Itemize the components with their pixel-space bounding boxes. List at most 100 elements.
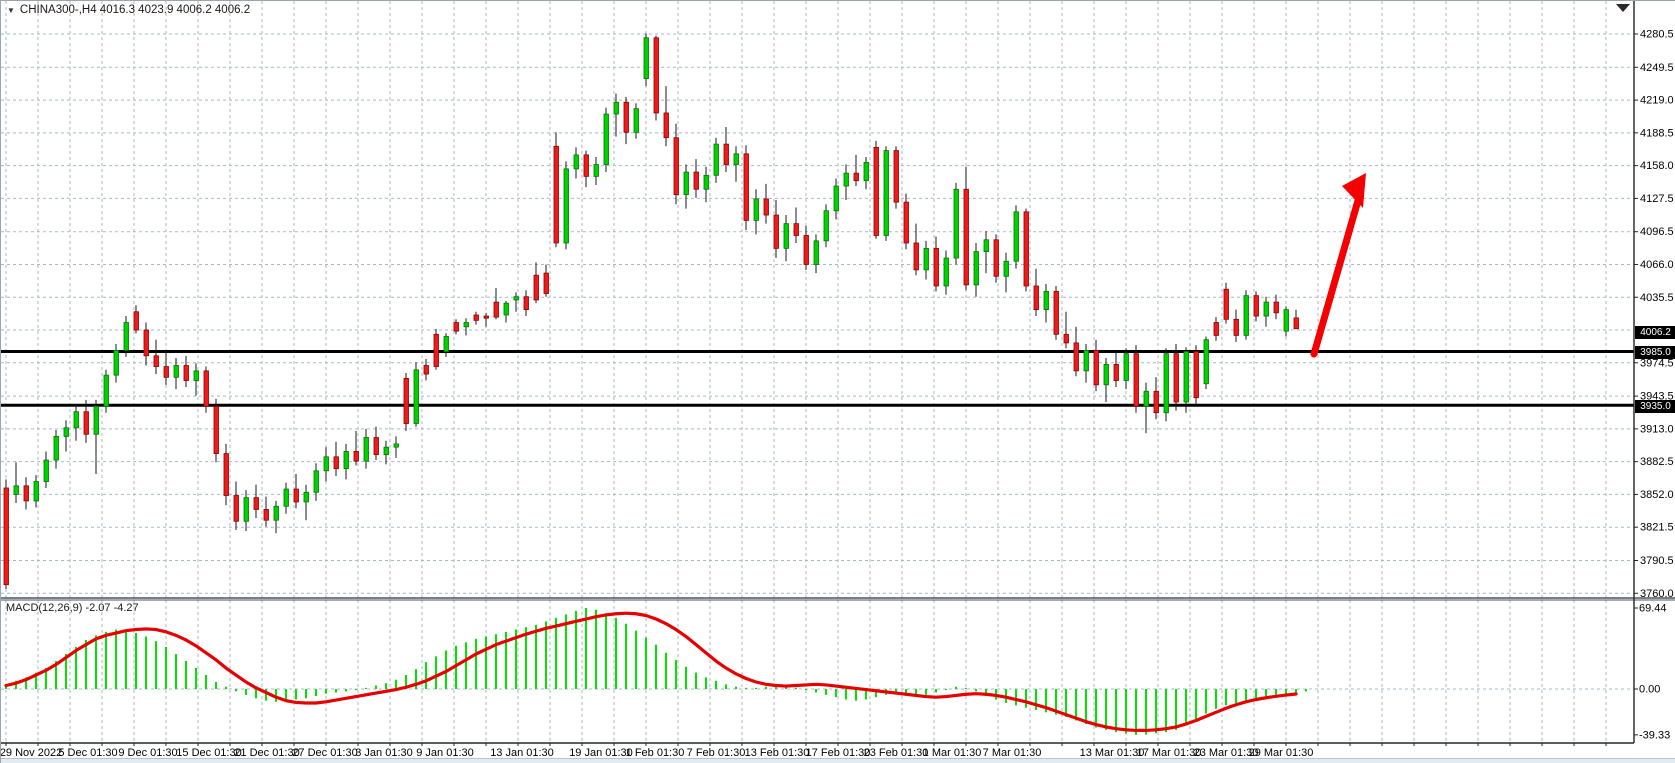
bull-candle (703, 174, 709, 190)
trend-arrow-shaft[interactable] (1310, 193, 1363, 358)
chart-shift-marker[interactable] (1616, 4, 1630, 12)
time-axis-label[interactable]: 17 Mar 01:30 (1137, 747, 1202, 759)
trend-arrow-head[interactable] (1342, 173, 1366, 208)
bear-candle (793, 223, 799, 236)
bull-candle (823, 210, 829, 242)
bull-candle (113, 350, 119, 376)
price-axis-label: 4096.5 (1640, 226, 1674, 238)
price-axis-label: 3913.0 (1640, 423, 1674, 435)
bear-candle (533, 274, 539, 301)
time-axis-label[interactable]: 23 Mar 01:30 (1194, 747, 1259, 759)
bull-candle (1143, 390, 1149, 407)
bull-candle (983, 239, 989, 252)
bear-candle (893, 150, 899, 203)
bull-candle (413, 369, 419, 424)
bear-candle (433, 333, 439, 367)
bear-candle (723, 143, 729, 165)
time-axis-label[interactable]: 23 Feb 01:30 (864, 747, 929, 759)
bull-candle (303, 491, 309, 503)
time-axis-label[interactable]: 9 Dec 01:30 (118, 747, 177, 759)
bear-candle (543, 272, 549, 294)
time-axis-label[interactable]: 13 Jan 01:30 (490, 747, 554, 759)
macd-axis-label: -39.33 (1639, 729, 1670, 741)
bear-candle (263, 509, 269, 521)
time-axis-label[interactable]: 21 Dec 01:30 (234, 747, 299, 759)
bull-candle (193, 370, 199, 381)
time-axis-label[interactable]: 7 Feb 01:30 (687, 747, 746, 759)
bear-candle (583, 154, 589, 177)
bear-candle (873, 146, 879, 236)
bull-candle (1013, 211, 1019, 262)
time-axis-label[interactable]: 13 Mar 01:30 (1080, 747, 1145, 759)
bear-candle (673, 137, 679, 196)
bear-candle (1053, 290, 1059, 335)
bear-candle (1063, 333, 1069, 344)
bull-candle (1123, 353, 1129, 381)
bull-candle (343, 451, 349, 470)
bull-candle (733, 153, 739, 165)
time-axis-label[interactable]: 1 Feb 01:30 (626, 747, 685, 759)
bull-candle (593, 164, 599, 177)
bull-candle (943, 257, 949, 287)
time-axis-label[interactable]: 29 Nov 2022 (1, 747, 62, 759)
bear-candle (473, 314, 479, 321)
bull-candle (1183, 351, 1189, 403)
bull-candle (1263, 301, 1269, 317)
bull-candle (833, 185, 839, 212)
bull-candle (103, 374, 109, 407)
bear-candle (803, 235, 809, 265)
bear-candle (253, 497, 259, 510)
bear-candle (483, 315, 489, 319)
bear-candle (933, 247, 939, 287)
bear-candle (293, 488, 299, 503)
bull-candle (313, 470, 319, 493)
time-axis-label[interactable]: 19 Jan 01:30 (569, 747, 633, 759)
bull-candle (1083, 350, 1089, 372)
bear-candle (1193, 351, 1199, 399)
bull-candle (603, 113, 609, 165)
time-axis-label[interactable]: 3 Jan 01:30 (355, 747, 413, 759)
bull-candle (753, 198, 759, 221)
bull-candle (273, 505, 279, 521)
bull-candle (563, 168, 569, 244)
bull-candle (243, 497, 249, 522)
bear-candle (153, 355, 159, 367)
time-axis-label[interactable]: 27 Dec 01:30 (292, 747, 357, 759)
bear-candle (1213, 322, 1219, 336)
time-axis-label[interactable]: 15 Dec 01:30 (176, 747, 241, 759)
bear-candle (423, 365, 429, 375)
price-axis-label: 4035.5 (1640, 292, 1674, 304)
price-axis-label: 3760.0 (1640, 588, 1674, 600)
macd-axis-label: 69.44 (1639, 602, 1667, 614)
bull-candle (973, 251, 979, 286)
macd-signal-line (4, 611, 1298, 733)
bull-candle (573, 154, 579, 170)
bull-candle (43, 459, 49, 482)
price-axis-label: 4280.5 (1640, 29, 1674, 41)
time-axis-label[interactable]: 13 Feb 01:30 (745, 747, 810, 759)
price-axis-label: 4188.5 (1640, 127, 1674, 139)
time-axis-label[interactable]: 9 Jan 01:30 (416, 747, 474, 759)
price-axis-label: 3882.5 (1640, 456, 1674, 468)
bull-candle (93, 405, 99, 435)
time-axis-label[interactable]: 5 Dec 01:30 (58, 747, 117, 759)
bear-candle (773, 214, 779, 249)
bear-candle (1293, 317, 1299, 330)
time-axis-label[interactable]: 17 Feb 01:30 (806, 747, 871, 759)
bear-candle (333, 456, 339, 470)
bull-candle (923, 247, 929, 271)
bull-candle (513, 296, 519, 301)
bear-candle (913, 242, 919, 271)
symbol-dropdown-icon[interactable]: ▼ (7, 5, 15, 15)
time-axis-label[interactable]: 1 Mar 01:30 (923, 747, 982, 759)
bear-candle (1233, 318, 1239, 336)
time-axis-label[interactable]: 7 Mar 01:30 (983, 747, 1042, 759)
bear-candle (223, 453, 229, 496)
bull-candle (683, 171, 689, 196)
price-axis-label: 3790.5 (1640, 555, 1674, 567)
bull-candle (283, 488, 289, 507)
time-axis-label[interactable]: 29 Mar 01:30 (1249, 747, 1314, 759)
bull-candle (503, 302, 509, 316)
bull-candle (33, 481, 39, 502)
